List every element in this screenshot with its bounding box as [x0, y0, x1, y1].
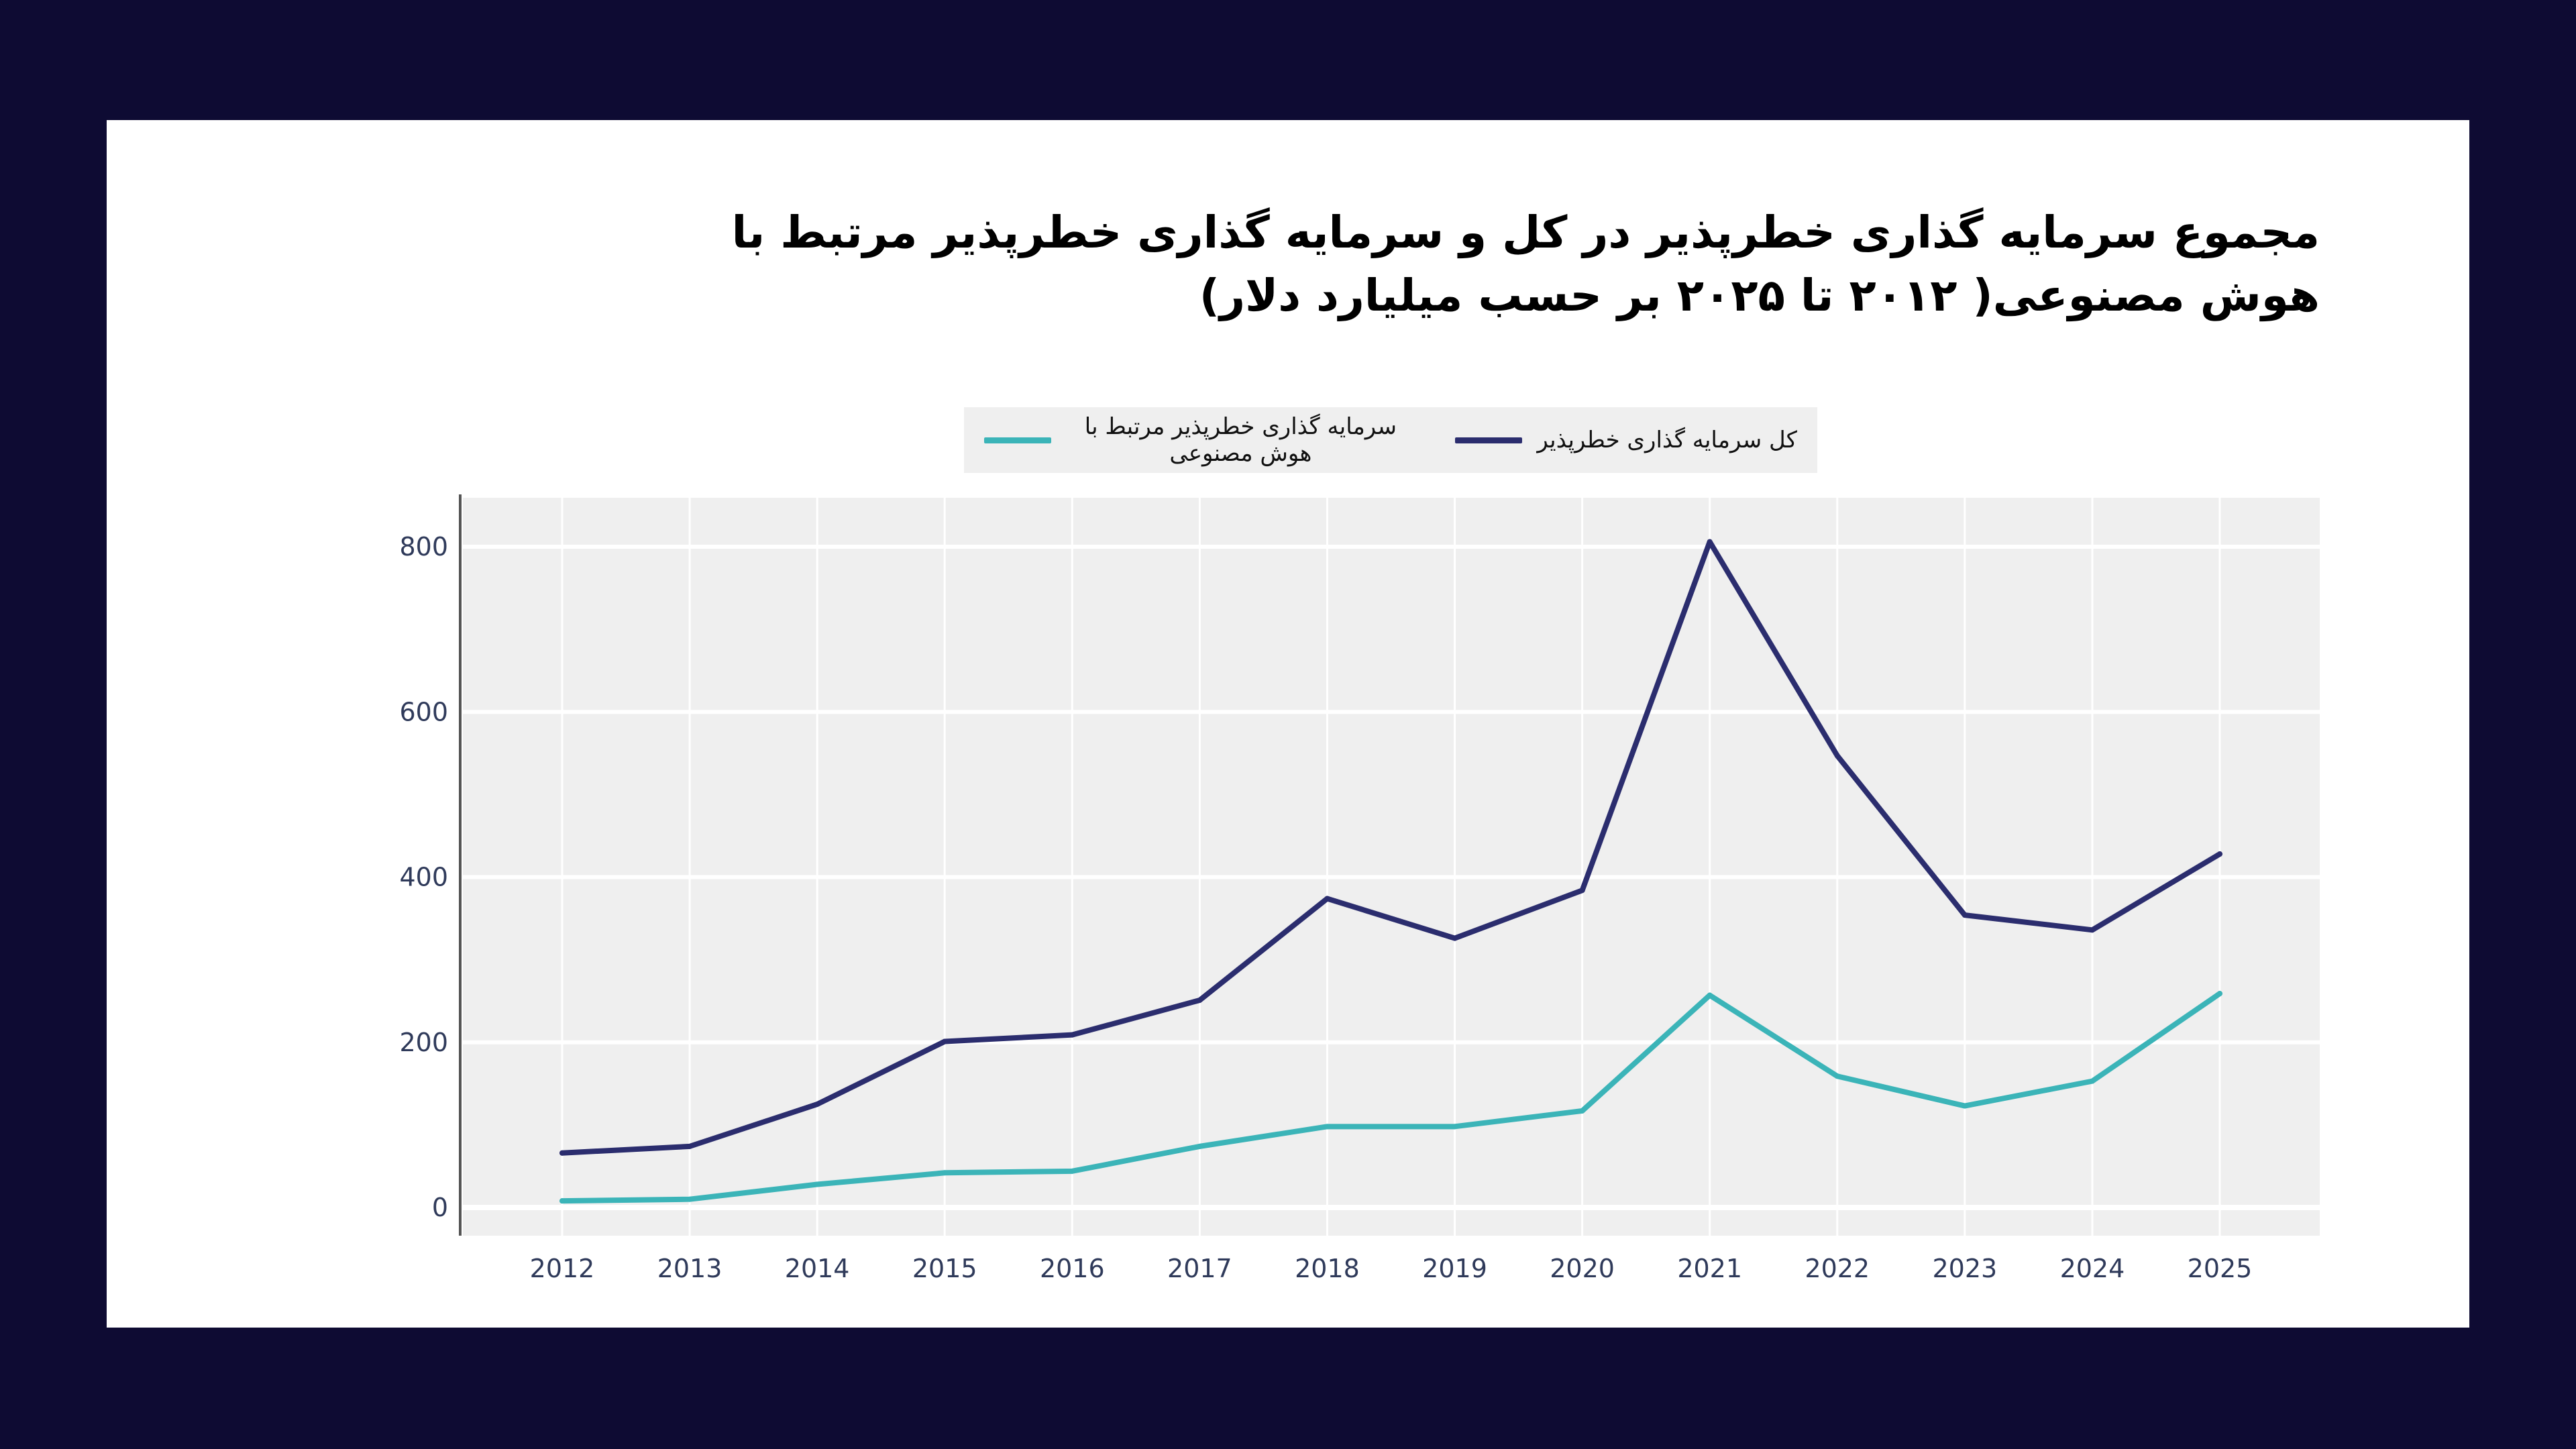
x-tick-label: 2023	[1932, 1254, 1997, 1283]
data-point	[1324, 896, 1330, 902]
x-tick-label: 2025	[2188, 1254, 2253, 1283]
y-tick-label: 0	[432, 1193, 448, 1222]
data-point	[2089, 1078, 2095, 1084]
x-tick-label: 2020	[1550, 1254, 1615, 1283]
chart-title: مجموع سرمایه گذاری خطرپذیر در کل و سرمای…	[731, 207, 2320, 321]
data-point	[1324, 1124, 1330, 1130]
data-point	[1452, 935, 1458, 941]
x-tick-label: 2022	[1805, 1254, 1870, 1283]
data-point	[687, 1143, 693, 1149]
data-point	[1452, 1124, 1458, 1130]
data-point	[1707, 539, 1713, 545]
x-tick-label: 2021	[1677, 1254, 1742, 1283]
data-point	[559, 1198, 565, 1204]
legend-item-ai[interactable]: سرمایه گذاری خطرپذیر مرتبط با هوش مصنوعی	[984, 413, 1415, 467]
data-point	[942, 1038, 948, 1044]
data-point	[1069, 1168, 1075, 1174]
data-point	[1834, 753, 1840, 759]
legend-label: سرمایه گذاری خطرپذیر مرتبط با هوش مصنوعی	[1084, 413, 1397, 467]
data-point	[1197, 1143, 1203, 1149]
legend-swatch	[1455, 437, 1523, 443]
data-point	[2217, 851, 2222, 857]
plot-area	[463, 498, 2320, 1236]
y-tick-label: 600	[399, 697, 448, 727]
data-point	[2217, 991, 2222, 997]
data-point	[1579, 888, 1585, 894]
data-point	[942, 1170, 948, 1176]
x-tick-label: 2014	[785, 1254, 850, 1283]
y-tick-label: 800	[399, 532, 448, 561]
x-tick-label: 2015	[912, 1254, 977, 1283]
data-point	[1834, 1073, 1840, 1079]
x-tick-label: 2024	[2060, 1254, 2125, 1283]
legend-swatch	[984, 437, 1052, 443]
legend: کل سرمایه گذاری خطرپذیر سرمایه گذاری خطر…	[964, 407, 1817, 473]
data-point	[1579, 1108, 1585, 1114]
y-tick-label: 400	[399, 863, 448, 892]
series-line-ai	[559, 991, 2222, 1204]
x-tick-label: 2016	[1040, 1254, 1105, 1283]
data-point	[1197, 997, 1203, 1003]
data-point	[814, 1102, 820, 1108]
x-tick-label: 2018	[1295, 1254, 1360, 1283]
data-point	[1707, 992, 1713, 998]
y-tick-label: 200	[399, 1028, 448, 1057]
legend-label: کل سرمایه گذاری خطرپذیر	[1537, 427, 1797, 453]
legend-item-total[interactable]: کل سرمایه گذاری خطرپذیر	[1455, 427, 1797, 453]
x-tick-label: 2012	[530, 1254, 595, 1283]
x-tick-label: 2019	[1422, 1254, 1487, 1283]
data-point	[559, 1150, 565, 1156]
data-point	[1069, 1032, 1075, 1038]
x-tick-label: 2013	[657, 1254, 722, 1283]
data-point	[687, 1196, 693, 1202]
data-point	[814, 1181, 820, 1187]
data-point	[1962, 912, 1968, 918]
data-point	[1962, 1103, 1968, 1109]
x-tick-label: 2017	[1167, 1254, 1232, 1283]
series-line-total	[559, 539, 2222, 1156]
data-point	[2089, 927, 2095, 933]
